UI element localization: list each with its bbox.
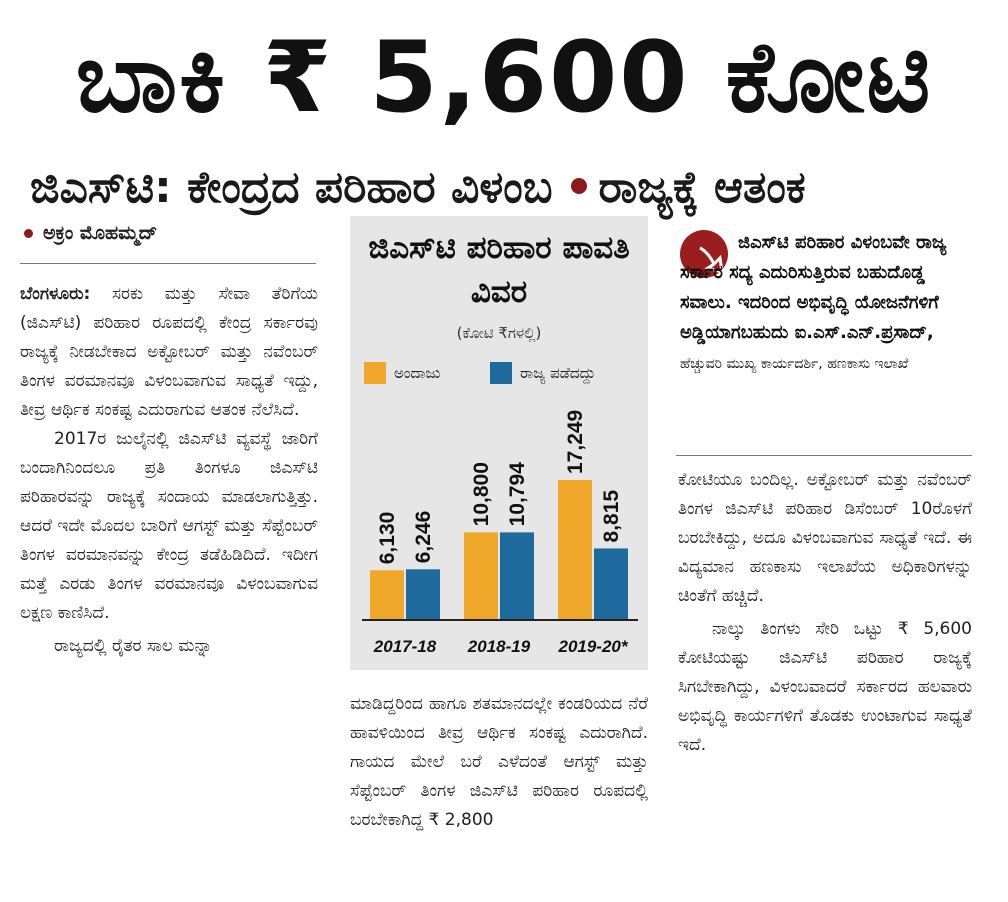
bar-2018-19-1 [500, 532, 534, 620]
bar-2019-20*-0 [558, 480, 592, 620]
right-column: ಕೋಟಿಯೂ ಬಂದಿಲ್ಲ. ಅಕ್ಟೋಬರ್ ಮತ್ತು ನವೆಂಬರ್ ತ… [678, 466, 972, 760]
legend-swatch-icon [364, 362, 386, 384]
pull-quote: ಜಿಎಸ್‌ಟಿ ಪರಿಹಾರ ವಿಳಂಬವೇ ರಾಜ್ಯ ಸರ್ಕಾರ ಸದ್… [680, 228, 952, 379]
quote-mark-icon [680, 230, 728, 278]
quote-divider [676, 455, 972, 456]
data-label: 8,815 [600, 490, 623, 543]
paragraph: ಮಾಡಿದ್ದರಿಂದ ಹಾಗೂ ಶತಮಾನದಲ್ಲೇ ಕಂಡರಿಯದ ನೆರೆ… [350, 694, 648, 830]
data-label: 17,249 [564, 410, 587, 474]
middle-column: ಮಾಡಿದ್ದರಿಂದ ಹಾಗೂ ಶತಮಾನದಲ್ಲೇ ಕಂಡರಿಯದ ನೆರೆ… [350, 690, 648, 835]
category-label: 2017-18 [373, 637, 437, 656]
data-label: 10,800 [470, 462, 493, 526]
paragraph: ಬೆಂಗಳೂರು: ಸರಕು ಮತ್ತು ಸೇವಾ ತೆರಿಗೆಯ (ಜಿಎಸ್… [20, 284, 318, 420]
left-column: ಬೆಂಗಳೂರು: ಸರಕು ಮತ್ತು ಸೇವಾ ತೆರಿಗೆಯ (ಜಿಎಸ್… [20, 280, 318, 661]
chart-unit: (ಕೋಟಿ ₹ಗಳಲ್ಲಿ) [456, 324, 542, 342]
subheadline-right: ರಾಜ್ಯಕ್ಕೆ ಆತಂಕ [598, 162, 806, 213]
dateline: ಬೆಂಗಳೂರು: [20, 284, 91, 304]
data-label: 6,130 [376, 512, 399, 565]
legend-item-received: ರಾಜ್ಯ ಪಡೆದದ್ದು [490, 362, 595, 384]
quote-text: ಜಿಎಸ್‌ಟಿ ಪರಿಹಾರ ವಿಳಂಬವೇ ರಾಜ್ಯ ಸರ್ಕಾರ ಸದ್… [680, 232, 947, 372]
chart-title: ಜಿಎಸ್‌ಟಿ ಪರಿಹಾರ ಪಾವತಿ ವಿವರ [368, 230, 630, 310]
paragraph: ನಾಲ್ಕು ತಿಂಗಳು ಸೇರಿ ಒಟ್ಟು ₹ 5,600 ಕೋಟಿಯಷ್… [678, 619, 972, 755]
quote-author: ಐ.ಎಸ್.ಎನ್.ಪ್ರಸಾದ್, [794, 322, 934, 343]
legend-label: ಅಂದಾಜು [394, 364, 441, 382]
headline: ಬಾಕಿ ₹ 5,600 ಕೋಟಿ [75, 21, 933, 135]
subheadline-left: ಜಿಎಸ್‌ಟಿ: ಕೇಂದ್ರದ ಪರಿಹಾರ ವಿಳಂಬ [30, 162, 553, 213]
bar-2019-20*-1 [594, 548, 628, 620]
paragraph: ರಾಜ್ಯದಲ್ಲಿ ರೈತರ ಸಾಲ ಮನ್ನಾ [54, 636, 213, 656]
data-label: 6,246 [412, 511, 435, 564]
bar-2017-18-0 [370, 570, 404, 620]
subheadline: ಜಿಎಸ್‌ಟಿ: ಕೇಂದ್ರದ ಪರಿಹಾರ ವಿಳಂಬ ರಾಜ್ಯಕ್ಕೆ … [30, 160, 980, 216]
category-label: 2018-19 [467, 637, 531, 656]
legend-item-estimate: ಅಂದಾಜು [364, 362, 440, 384]
category-label: 2019-20* [557, 637, 628, 656]
byline: ಅಕ್ರಂ ಮೊಹಮ್ಮದ್ [24, 222, 157, 244]
paragraph: 2017ರ ಜುಲೈನಲ್ಲಿ ಜಿಎಸ್‌ಟಿ ವ್ಯವಸ್ಥೆ ಜಾರಿಗೆ… [20, 429, 318, 623]
paragraph: ಕೋಟಿಯೂ ಬಂದಿಲ್ಲ. ಅಕ್ಟೋಬರ್ ಮತ್ತು ನವೆಂಬರ್ ತ… [678, 470, 972, 606]
bar-2017-18-1 [406, 569, 440, 620]
data-label: 10,794 [506, 462, 529, 527]
bullet-dot-icon [570, 178, 587, 194]
bar-2018-19-0 [464, 532, 498, 620]
bullet-dot-icon [24, 229, 33, 238]
legend-swatch-icon [490, 362, 512, 384]
quote-author-role: ಹೆಚ್ಚುವರಿ ಮುಖ್ಯ ಕಾರ್ಯದರ್ಶಿ, ಹಣಕಾಸು ಇಲಾಖೆ [680, 356, 909, 372]
byline-divider [20, 263, 316, 264]
cropped-next-headline [0, 880, 1008, 902]
legend-label: ರಾಜ್ಯ ಪಡೆದದ್ದು [520, 364, 596, 382]
bar-chart: 6,130 6,246 2017-18 10,800 10,794 2018-19 17,2… [362, 410, 638, 656]
author-name: ಅಕ್ರಂ ಮೊಹಮ್ಮದ್ [43, 222, 158, 244]
